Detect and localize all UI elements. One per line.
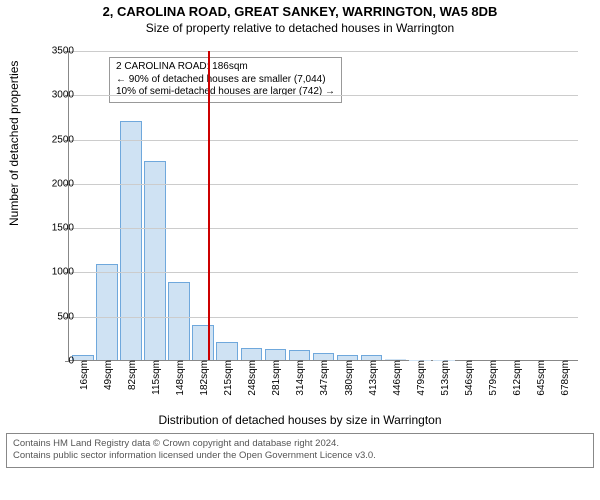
- xtick-label: 182sqm: [199, 360, 210, 396]
- xtick-label: 281sqm: [271, 360, 282, 396]
- footer-line1: Contains HM Land Registry data © Crown c…: [13, 438, 587, 450]
- ytick-label: 3000: [24, 90, 74, 101]
- xtick-label: 248sqm: [247, 360, 258, 396]
- xtick-label: 579sqm: [488, 360, 499, 396]
- bar-slot: 678sqm: [552, 51, 576, 360]
- bar-slot: 546sqm: [456, 51, 480, 360]
- gridline: [69, 317, 578, 318]
- bar-slot: 16sqm: [71, 51, 95, 360]
- bar: [265, 349, 287, 360]
- bar-slot: 413sqm: [360, 51, 384, 360]
- bar-slot: 513sqm: [432, 51, 456, 360]
- ytick-label: 1500: [24, 223, 74, 234]
- xtick-label: 678sqm: [560, 360, 571, 396]
- xtick-label: 49sqm: [103, 360, 114, 390]
- gridline: [69, 272, 578, 273]
- annotation-line3: 10% of semi-detached houses are larger (…: [116, 86, 335, 99]
- gridline: [69, 140, 578, 141]
- xtick-label: 446sqm: [392, 360, 403, 396]
- bar-slot: 645sqm: [528, 51, 552, 360]
- xtick-label: 215sqm: [223, 360, 234, 396]
- bar: [120, 121, 142, 360]
- ytick-label: 0: [24, 356, 74, 367]
- plot-area: 16sqm49sqm82sqm115sqm148sqm182sqm215sqm2…: [68, 51, 578, 361]
- xtick-label: 479sqm: [416, 360, 427, 396]
- xtick-label: 82sqm: [127, 360, 138, 390]
- footer-attribution: Contains HM Land Registry data © Crown c…: [6, 433, 594, 468]
- ytick-label: 3500: [24, 46, 74, 57]
- chart-area: Number of detached properties 16sqm49sqm…: [10, 41, 590, 411]
- chart-title: 2, CAROLINA ROAD, GREAT SANKEY, WARRINGT…: [0, 0, 600, 19]
- xtick-label: 115sqm: [151, 360, 162, 395]
- gridline: [69, 51, 578, 52]
- gridline: [69, 184, 578, 185]
- footer-line2: Contains public sector information licen…: [13, 450, 587, 462]
- gridline: [69, 95, 578, 96]
- annotation-line2: ← 90% of detached houses are smaller (7,…: [116, 74, 335, 87]
- bar: [96, 264, 118, 360]
- bar-slot: 612sqm: [504, 51, 528, 360]
- xtick-label: 546sqm: [464, 360, 475, 396]
- bar-slot: 579sqm: [480, 51, 504, 360]
- ytick-label: 2000: [24, 178, 74, 189]
- xtick-label: 612sqm: [512, 360, 523, 396]
- reference-line: [208, 51, 210, 360]
- xtick-label: 148sqm: [175, 360, 186, 396]
- bar: [289, 350, 311, 360]
- xtick-label: 380sqm: [344, 360, 355, 396]
- bar-slot: 446sqm: [384, 51, 408, 360]
- xtick-label: 16sqm: [79, 360, 90, 390]
- annotation-line1: 2 CAROLINA ROAD: 186sqm: [116, 61, 335, 74]
- ytick-label: 2500: [24, 134, 74, 145]
- bar: [192, 325, 214, 360]
- xtick-label: 413sqm: [368, 360, 379, 396]
- xtick-label: 513sqm: [440, 360, 451, 396]
- xtick-label: 314sqm: [295, 360, 306, 396]
- bar-slot: 479sqm: [408, 51, 432, 360]
- bar: [216, 342, 238, 360]
- x-axis-label: Distribution of detached houses by size …: [0, 413, 600, 427]
- ytick-label: 1000: [24, 267, 74, 278]
- gridline: [69, 228, 578, 229]
- bar: [168, 282, 190, 360]
- ytick-label: 500: [24, 311, 74, 322]
- bar: [241, 348, 263, 360]
- bar: [144, 161, 166, 360]
- chart-subtitle: Size of property relative to detached ho…: [0, 19, 600, 35]
- bar: [313, 353, 335, 360]
- xtick-label: 347sqm: [319, 360, 330, 396]
- xtick-label: 645sqm: [536, 360, 547, 396]
- y-axis-label: Number of detached properties: [7, 61, 21, 226]
